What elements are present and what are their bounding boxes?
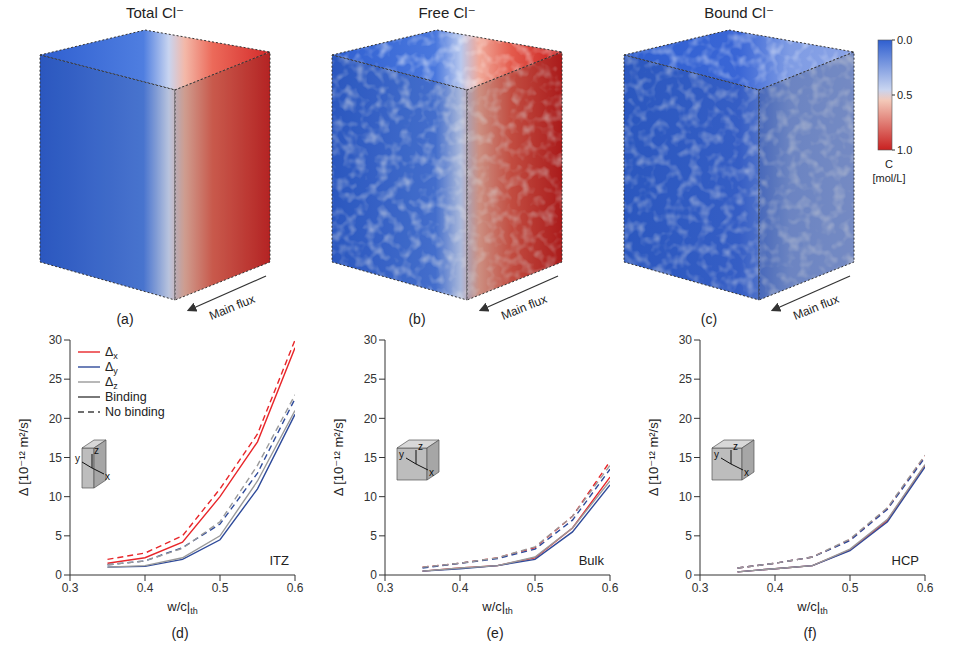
svg-text:Main flux: Main flux (499, 292, 549, 323)
svg-text:15: 15 (364, 451, 378, 465)
svg-text:Δ [10⁻¹² m²/s]: Δ [10⁻¹² m²/s] (331, 419, 346, 497)
svg-text:Free Cl⁻: Free Cl⁻ (418, 4, 475, 21)
svg-text:0: 0 (55, 568, 62, 582)
svg-text:(a): (a) (116, 311, 133, 327)
svg-text:10: 10 (49, 490, 63, 504)
svg-text:(f): (f) (803, 625, 816, 641)
svg-text:x: x (105, 471, 110, 482)
svg-text:0.4: 0.4 (452, 581, 469, 595)
svg-text:30: 30 (364, 333, 378, 347)
svg-text:10: 10 (679, 490, 693, 504)
svg-text:15: 15 (679, 451, 693, 465)
svg-text:0.5: 0.5 (897, 89, 912, 101)
svg-text:w/c|th: w/c|th (796, 599, 827, 616)
svg-text:(c): (c) (701, 311, 717, 327)
svg-text:0.0: 0.0 (897, 34, 912, 46)
svg-text:x: x (429, 467, 434, 478)
svg-text:(d): (d) (171, 625, 188, 641)
svg-text:Bulk: Bulk (579, 553, 605, 568)
svg-text:Δx: Δx (105, 345, 118, 361)
svg-text:0.6: 0.6 (287, 581, 304, 595)
svg-text:Binding: Binding (105, 390, 147, 404)
svg-text:0.5: 0.5 (212, 581, 229, 595)
svg-text:0: 0 (370, 568, 377, 582)
svg-text:0.5: 0.5 (842, 581, 859, 595)
svg-text:Total Cl⁻: Total Cl⁻ (126, 4, 184, 21)
svg-text:0.3: 0.3 (62, 581, 79, 595)
svg-text:5: 5 (370, 529, 377, 543)
svg-text:Δ [10⁻¹² m²/s]: Δ [10⁻¹² m²/s] (646, 419, 661, 497)
svg-text:0.6: 0.6 (602, 581, 619, 595)
svg-text:Δz: Δz (105, 375, 118, 391)
svg-text:z: z (94, 445, 99, 456)
svg-text:30: 30 (679, 333, 693, 347)
svg-text:y: y (714, 449, 719, 460)
svg-text:(e): (e) (486, 625, 503, 641)
svg-text:0: 0 (685, 568, 692, 582)
svg-text:25: 25 (49, 372, 63, 386)
svg-text:y: y (75, 453, 80, 464)
svg-text:25: 25 (679, 372, 693, 386)
svg-text:HCP: HCP (892, 553, 919, 568)
svg-text:15: 15 (49, 451, 63, 465)
svg-text:Δ [10⁻¹² m²/s]: Δ [10⁻¹² m²/s] (16, 419, 31, 497)
svg-text:x: x (744, 467, 749, 478)
svg-text:0.3: 0.3 (692, 581, 709, 595)
svg-text:1.0: 1.0 (897, 144, 912, 156)
svg-text:Main flux: Main flux (207, 292, 257, 323)
svg-text:0.4: 0.4 (767, 581, 784, 595)
svg-text:5: 5 (55, 529, 62, 543)
svg-text:z: z (733, 441, 738, 452)
svg-text:C: C (885, 158, 893, 170)
svg-text:Main flux: Main flux (791, 292, 841, 323)
svg-text:No binding: No binding (105, 405, 165, 419)
svg-text:10: 10 (364, 490, 378, 504)
svg-text:Bound Cl⁻: Bound Cl⁻ (704, 4, 774, 21)
svg-text:(b): (b) (408, 311, 425, 327)
svg-text:20: 20 (49, 412, 63, 426)
svg-text:Δy: Δy (105, 360, 118, 376)
svg-text:[mol/L]: [mol/L] (872, 172, 905, 184)
svg-text:0.4: 0.4 (137, 581, 154, 595)
svg-text:30: 30 (49, 333, 63, 347)
svg-text:25: 25 (364, 372, 378, 386)
svg-text:0.3: 0.3 (377, 581, 394, 595)
svg-text:20: 20 (364, 412, 378, 426)
svg-text:0.6: 0.6 (917, 581, 934, 595)
svg-text:z: z (418, 441, 423, 452)
svg-text:y: y (399, 449, 404, 460)
svg-text:w/c|th: w/c|th (166, 599, 197, 616)
svg-text:5: 5 (685, 529, 692, 543)
svg-text:ITZ: ITZ (270, 553, 290, 568)
svg-text:0.5: 0.5 (527, 581, 544, 595)
svg-text:20: 20 (679, 412, 693, 426)
svg-text:w/c|th: w/c|th (481, 599, 512, 616)
